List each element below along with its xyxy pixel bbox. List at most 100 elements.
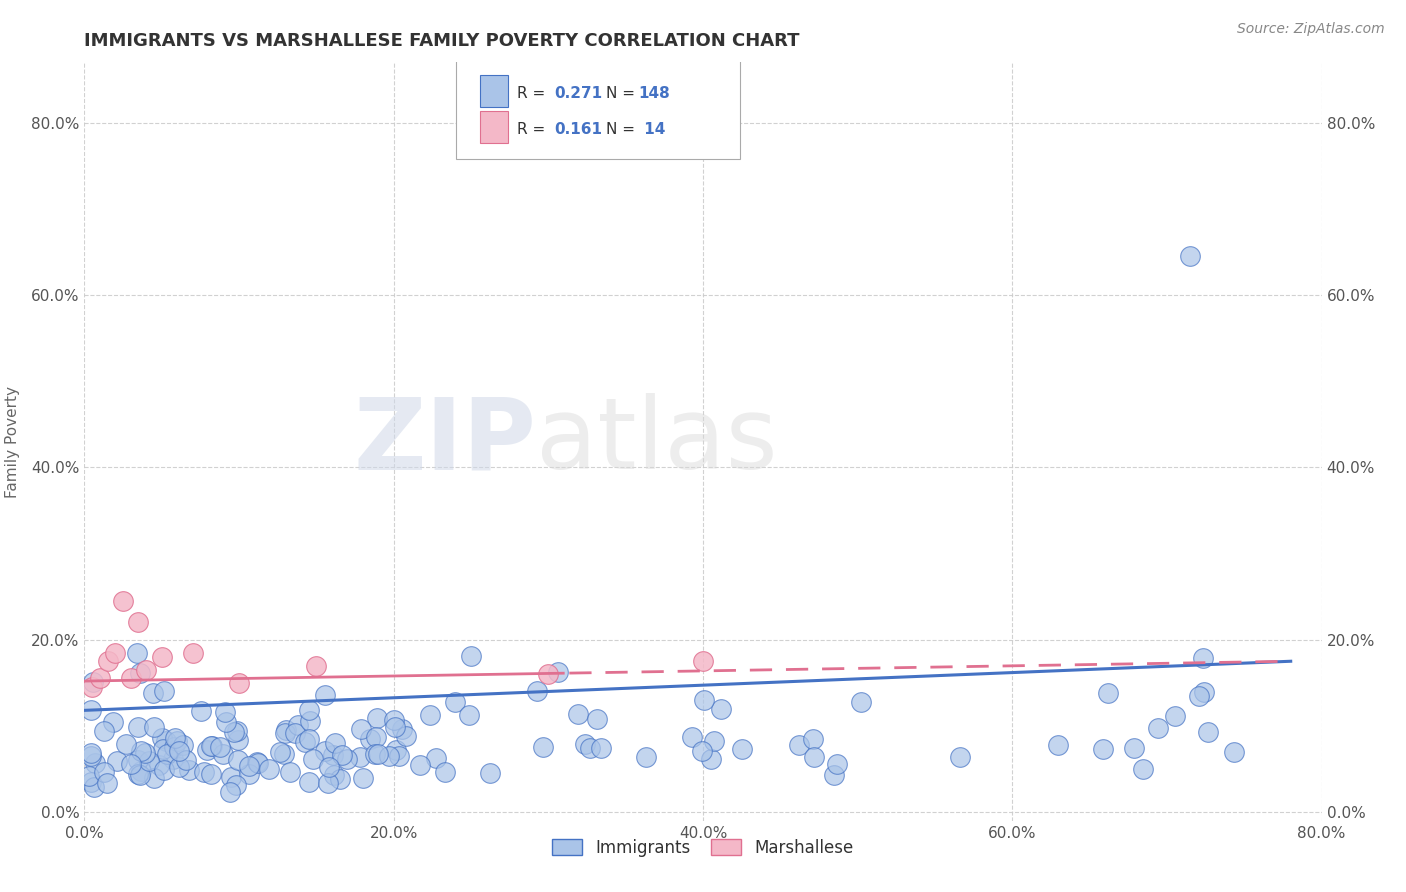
Point	[104, 646, 127, 660]
Point	[246, 755, 269, 769]
Point	[433, 764, 456, 779]
Point	[225, 778, 247, 792]
Point	[1123, 741, 1146, 756]
Text: R =: R =	[517, 86, 551, 101]
Point	[377, 748, 399, 763]
Point	[1164, 709, 1187, 723]
Point	[214, 705, 236, 719]
Point	[1178, 249, 1201, 263]
Point	[273, 747, 295, 761]
Point	[96, 654, 118, 668]
Point	[195, 743, 218, 757]
Point	[222, 725, 245, 739]
Point	[703, 734, 725, 748]
Text: N =: N =	[606, 86, 640, 101]
Point	[318, 776, 340, 790]
Point	[143, 771, 166, 785]
Point	[710, 702, 733, 716]
Point	[314, 688, 336, 702]
Point	[101, 715, 124, 730]
Point	[537, 667, 560, 681]
Point	[367, 747, 389, 762]
Point	[322, 767, 344, 781]
Point	[153, 684, 176, 698]
Point	[325, 736, 347, 750]
Point	[1188, 689, 1211, 703]
FancyBboxPatch shape	[481, 75, 508, 107]
FancyBboxPatch shape	[481, 111, 508, 143]
Point	[298, 775, 321, 789]
Text: R =: R =	[517, 121, 551, 136]
Point	[212, 747, 235, 761]
Point	[89, 672, 111, 686]
Point	[385, 743, 408, 757]
Point	[219, 770, 242, 784]
Point	[115, 737, 138, 751]
Point	[803, 750, 825, 764]
Point	[83, 780, 105, 794]
Point	[129, 764, 152, 778]
Point	[93, 724, 115, 739]
Point	[169, 743, 191, 757]
Point	[148, 758, 170, 772]
Point	[349, 750, 371, 764]
Point	[391, 722, 413, 736]
Point	[322, 747, 344, 762]
Point	[352, 771, 374, 785]
Point	[150, 731, 173, 745]
Point	[80, 747, 103, 761]
Point	[302, 752, 325, 766]
Point	[176, 753, 198, 767]
Point	[127, 615, 149, 630]
Point	[79, 749, 101, 764]
Point	[284, 726, 307, 740]
Point	[801, 732, 824, 747]
Text: 0.161: 0.161	[554, 121, 603, 136]
Point	[298, 732, 321, 747]
Text: N =: N =	[606, 121, 640, 136]
Point	[200, 739, 222, 753]
Point	[314, 744, 336, 758]
FancyBboxPatch shape	[456, 57, 740, 160]
Point	[305, 658, 328, 673]
Point	[127, 720, 149, 734]
Point	[366, 731, 388, 745]
Point	[247, 756, 270, 770]
Y-axis label: Family Poverty: Family Poverty	[4, 385, 20, 498]
Text: 14: 14	[638, 121, 665, 136]
Point	[330, 747, 353, 762]
Point	[692, 654, 714, 668]
Point	[163, 740, 186, 755]
Point	[278, 764, 301, 779]
Point	[238, 767, 260, 781]
Point	[526, 684, 548, 698]
Point	[359, 731, 381, 746]
Point	[395, 729, 418, 743]
Point	[120, 757, 142, 772]
Point	[80, 703, 103, 717]
Legend: Immigrants, Marshallese: Immigrants, Marshallese	[544, 830, 862, 865]
Point	[1147, 721, 1170, 735]
Point	[167, 760, 190, 774]
Point	[200, 767, 222, 781]
Point	[127, 766, 149, 780]
Point	[219, 785, 242, 799]
Point	[336, 752, 359, 766]
Point	[150, 649, 173, 664]
Point	[162, 751, 184, 765]
Point	[190, 704, 212, 718]
Point	[1132, 762, 1154, 776]
Point	[1192, 650, 1215, 665]
Point	[363, 747, 385, 761]
Point	[165, 731, 187, 745]
Point	[318, 760, 340, 774]
Point	[156, 747, 179, 761]
Point	[82, 680, 104, 694]
Point	[366, 711, 388, 725]
Point	[419, 707, 441, 722]
Point	[238, 759, 260, 773]
Point	[274, 726, 297, 740]
Point	[1222, 745, 1244, 759]
Point	[787, 739, 810, 753]
Point	[388, 748, 411, 763]
